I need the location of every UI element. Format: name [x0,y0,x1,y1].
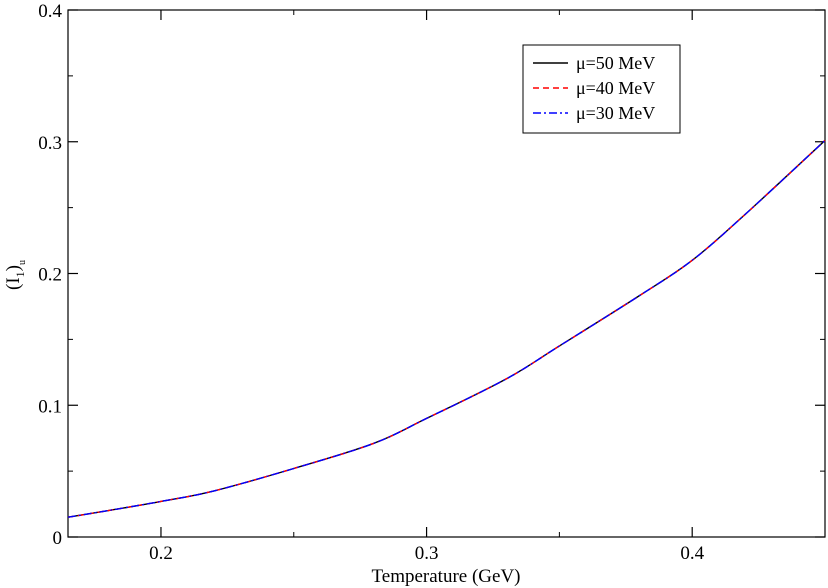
tick-labels: 0.2 0.3 0.4 0 0.1 0.2 0.3 0.4 [38,1,704,564]
legend-box [522,44,681,134]
series-lines [67,139,826,518]
y-tick-label: 0 [53,528,63,549]
x-tick-label: 0.3 [415,543,439,564]
y-axis-label: (I1)u [3,260,28,290]
y-axis-label-close: ) [3,265,24,271]
legend-label-3: μ=30 MeV [576,103,655,123]
y-tick-label: 0.3 [38,133,62,154]
series-line-2 [67,139,826,518]
x-tick-label: 0.2 [149,543,173,564]
legend-label-2: μ=40 MeV [576,78,655,98]
y-tick-label: 0.4 [38,1,62,22]
series-line-3 [67,139,826,518]
plot-frame [67,9,826,538]
legend: μ=50 MeV μ=40 MeV μ=30 MeV [522,44,681,134]
y-tick-label: 0.2 [38,265,62,286]
legend-entries: μ=50 MeV μ=40 MeV μ=30 MeV [533,53,655,123]
legend-label-1: μ=50 MeV [576,53,655,73]
y-axis-label-sub2: u [17,260,28,265]
x-axis-label: Temperature (GeV) [371,566,520,587]
y-tick-label: 0.1 [38,396,62,417]
y-axis-label-sub1: 1 [13,271,27,277]
ticks [68,9,826,538]
x-tick-label: 0.4 [680,543,704,564]
series-line-1 [67,139,826,518]
